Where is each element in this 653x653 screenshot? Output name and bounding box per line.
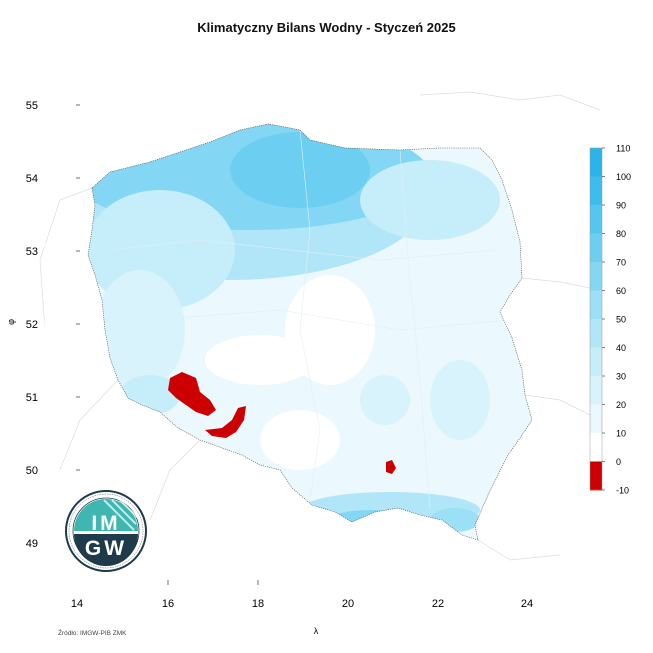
imgw-logo: IM GW — [65, 490, 147, 572]
negative-zone-strip — [205, 406, 246, 438]
legend-label: 80 — [616, 229, 626, 239]
neighbour-borders — [39, 91, 601, 561]
legend-label: 90 — [616, 201, 626, 211]
legend-swatch — [590, 290, 602, 320]
x-axis-label: λ — [314, 626, 319, 636]
legend-label: 50 — [616, 315, 626, 325]
x-tick-20: 20 — [342, 598, 354, 610]
legend-label: -10 — [616, 486, 629, 496]
legend-swatch — [590, 433, 602, 462]
legend-label: 60 — [616, 286, 626, 296]
map-title: Klimatyczny Bilans Wodny - Styczeń 2025 — [197, 20, 456, 35]
svg-text:GW: GW — [85, 537, 127, 560]
legend-swatch — [590, 176, 602, 206]
x-tick-label: 14 — [71, 598, 83, 610]
x-tick-18: 18 — [252, 580, 264, 610]
legend-swatch — [590, 347, 602, 377]
legend-swatch — [590, 376, 602, 405]
y-tick-label: 50 — [26, 465, 38, 477]
negative-zone-west — [168, 372, 216, 416]
y-tick-53: 53 — [26, 246, 80, 258]
y-tick-label: 49 — [26, 538, 38, 550]
y-tick-label: 54 — [26, 173, 38, 185]
poland-map — [87, 123, 533, 541]
x-tick-14: 14 — [71, 598, 83, 610]
legend-swatch — [590, 404, 602, 434]
negative-zone-south — [386, 460, 396, 474]
y-tick-label: 55 — [26, 100, 38, 112]
y-tick-label: 52 — [26, 319, 38, 331]
legend-label: 110 — [616, 144, 630, 154]
legend-swatch — [590, 205, 602, 234]
legend-label: 20 — [616, 400, 626, 410]
y-tick-label: 51 — [26, 392, 38, 404]
x-tick-16: 16 — [162, 580, 174, 610]
x-tick-label: 18 — [252, 598, 264, 610]
x-tick-label: 20 — [342, 598, 354, 610]
x-tick-label: 24 — [521, 598, 533, 610]
y-tick-54: 54 — [26, 173, 80, 185]
legend-swatch — [590, 461, 602, 491]
x-tick-24: 24 — [521, 598, 533, 610]
x-tick-label: 16 — [162, 598, 174, 610]
legend-swatch — [590, 262, 602, 291]
y-axis-label: φ — [6, 319, 16, 325]
x-axis: 14 16 18 20 22 24 λ — [71, 580, 533, 636]
y-tick-label: 53 — [26, 246, 38, 258]
legend-label: 30 — [616, 372, 626, 382]
legend-label: 70 — [616, 258, 626, 268]
y-tick-52: 52 — [26, 319, 80, 331]
x-tick-22: 22 — [432, 598, 444, 610]
legend-swatch — [590, 319, 602, 348]
y-axis: 55 54 53 52 51 50 49 φ — [6, 100, 80, 550]
legend-swatch — [590, 148, 602, 177]
x-tick-label: 22 — [432, 598, 444, 610]
legend-label: 0 — [616, 457, 621, 467]
legend-label: 10 — [616, 429, 626, 439]
legend-label: 100 — [616, 172, 631, 182]
source-note: Źródło: IMGW-PIB ZMK — [58, 628, 127, 637]
y-tick-55: 55 — [26, 100, 80, 112]
legend-swatch — [590, 233, 602, 263]
legend-label: 40 — [616, 343, 626, 353]
svg-text:IM: IM — [91, 512, 120, 535]
y-tick-50: 50 — [26, 465, 80, 477]
y-tick-51: 51 — [26, 392, 80, 404]
